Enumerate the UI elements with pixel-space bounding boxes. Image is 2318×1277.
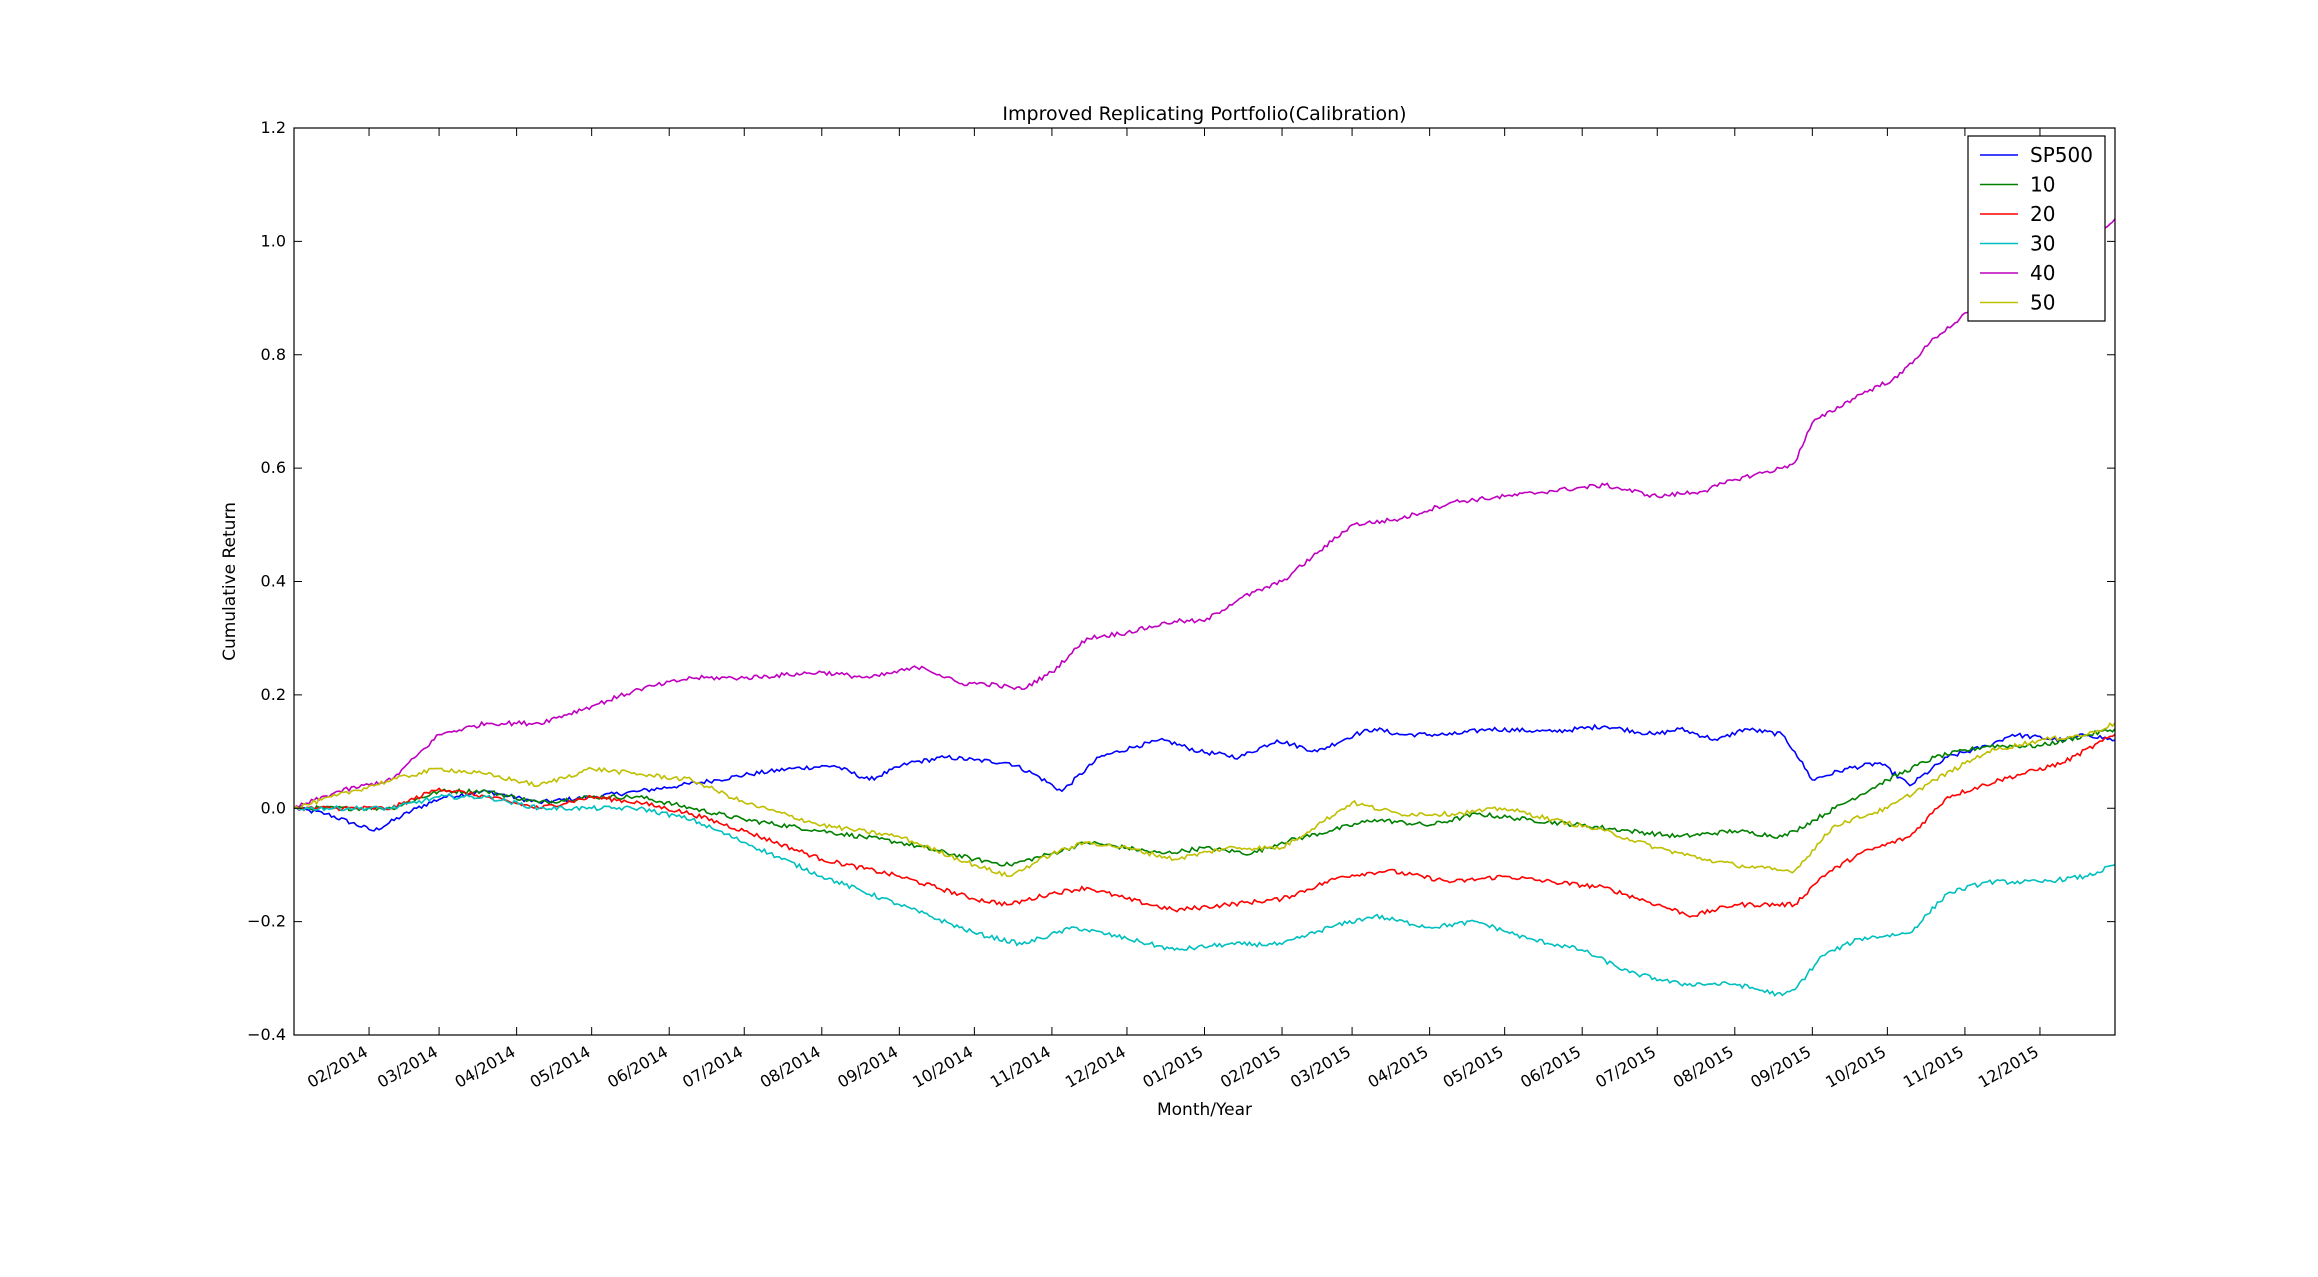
x-tick-label: 03/2014 bbox=[374, 1042, 441, 1092]
x-tick-label: 01/2015 bbox=[1139, 1042, 1206, 1092]
plot-area: −0.4−0.20.00.20.40.60.81.01.202/2014 03/2… bbox=[247, 118, 2116, 1092]
series-lines bbox=[294, 218, 2115, 997]
legend: SP500 10 20 30 40 50 bbox=[1967, 135, 2106, 322]
x-tick-label: 09/2015 bbox=[1747, 1042, 1814, 1092]
x-tick-label: 05/2015 bbox=[1440, 1042, 1507, 1092]
series-line-50 bbox=[294, 721, 2115, 878]
legend-box bbox=[1967, 135, 2106, 322]
x-tick-label: 02/2015 bbox=[1217, 1042, 1284, 1092]
series-line-20 bbox=[294, 733, 2115, 918]
x-tick-label: 06/2015 bbox=[1517, 1042, 1584, 1092]
legend-label-40: 40 bbox=[2030, 261, 2055, 285]
legend-label-20: 20 bbox=[2030, 202, 2055, 226]
x-tick-label: 03/2015 bbox=[1287, 1042, 1354, 1092]
x-tick-label: 05/2014 bbox=[527, 1042, 594, 1092]
series-line-10 bbox=[294, 728, 2115, 867]
legend-label-10: 10 bbox=[2030, 173, 2055, 197]
y-tick-label: 0.8 bbox=[261, 345, 286, 364]
x-axis-label: Month/Year bbox=[1157, 1100, 1252, 1120]
y-tick-label: 0.0 bbox=[261, 798, 286, 817]
x-tick-label: 07/2014 bbox=[679, 1042, 746, 1092]
series-line-40 bbox=[294, 218, 2115, 809]
legend-label-50: 50 bbox=[2030, 291, 2055, 315]
y-tick-label: 0.2 bbox=[261, 685, 286, 704]
x-tick-label: 04/2015 bbox=[1365, 1042, 1432, 1092]
y-tick-label: 0.4 bbox=[261, 572, 286, 591]
y-tick-label: −0.2 bbox=[247, 912, 286, 931]
series-line-30 bbox=[294, 793, 2115, 997]
x-tick-label: 12/2015 bbox=[1975, 1042, 2042, 1092]
y-tick-label: 1.0 bbox=[261, 231, 286, 250]
x-tick-label: 10/2015 bbox=[1822, 1042, 1889, 1092]
y-tick-label: 0.6 bbox=[261, 458, 286, 477]
x-tick-label: 11/2015 bbox=[1900, 1042, 1967, 1092]
x-tick-label: 10/2014 bbox=[909, 1042, 976, 1092]
x-tick-label: 08/2015 bbox=[1670, 1042, 1737, 1092]
legend-label-sp500: SP500 bbox=[2030, 143, 2093, 167]
chart-title: Improved Replicating Portfolio(Calibrati… bbox=[1002, 103, 1406, 125]
y-axis-label: Cumulative Return bbox=[220, 502, 240, 661]
x-tick-label: 08/2014 bbox=[757, 1042, 824, 1092]
x-tick-label: 11/2014 bbox=[987, 1042, 1054, 1092]
axes-frame bbox=[293, 127, 2116, 1036]
y-tick-label: −0.4 bbox=[247, 1025, 286, 1044]
legend-label-30: 30 bbox=[2030, 232, 2055, 256]
x-tick-label: 04/2014 bbox=[452, 1042, 519, 1092]
x-tick-label: 06/2014 bbox=[604, 1042, 671, 1092]
x-tick-label: 07/2015 bbox=[1592, 1042, 1659, 1092]
x-tick-label: 12/2014 bbox=[1062, 1042, 1129, 1092]
x-tick-label: 02/2014 bbox=[304, 1042, 371, 1092]
x-tick-label: 09/2014 bbox=[834, 1042, 901, 1092]
y-tick-label: 1.2 bbox=[261, 118, 286, 137]
